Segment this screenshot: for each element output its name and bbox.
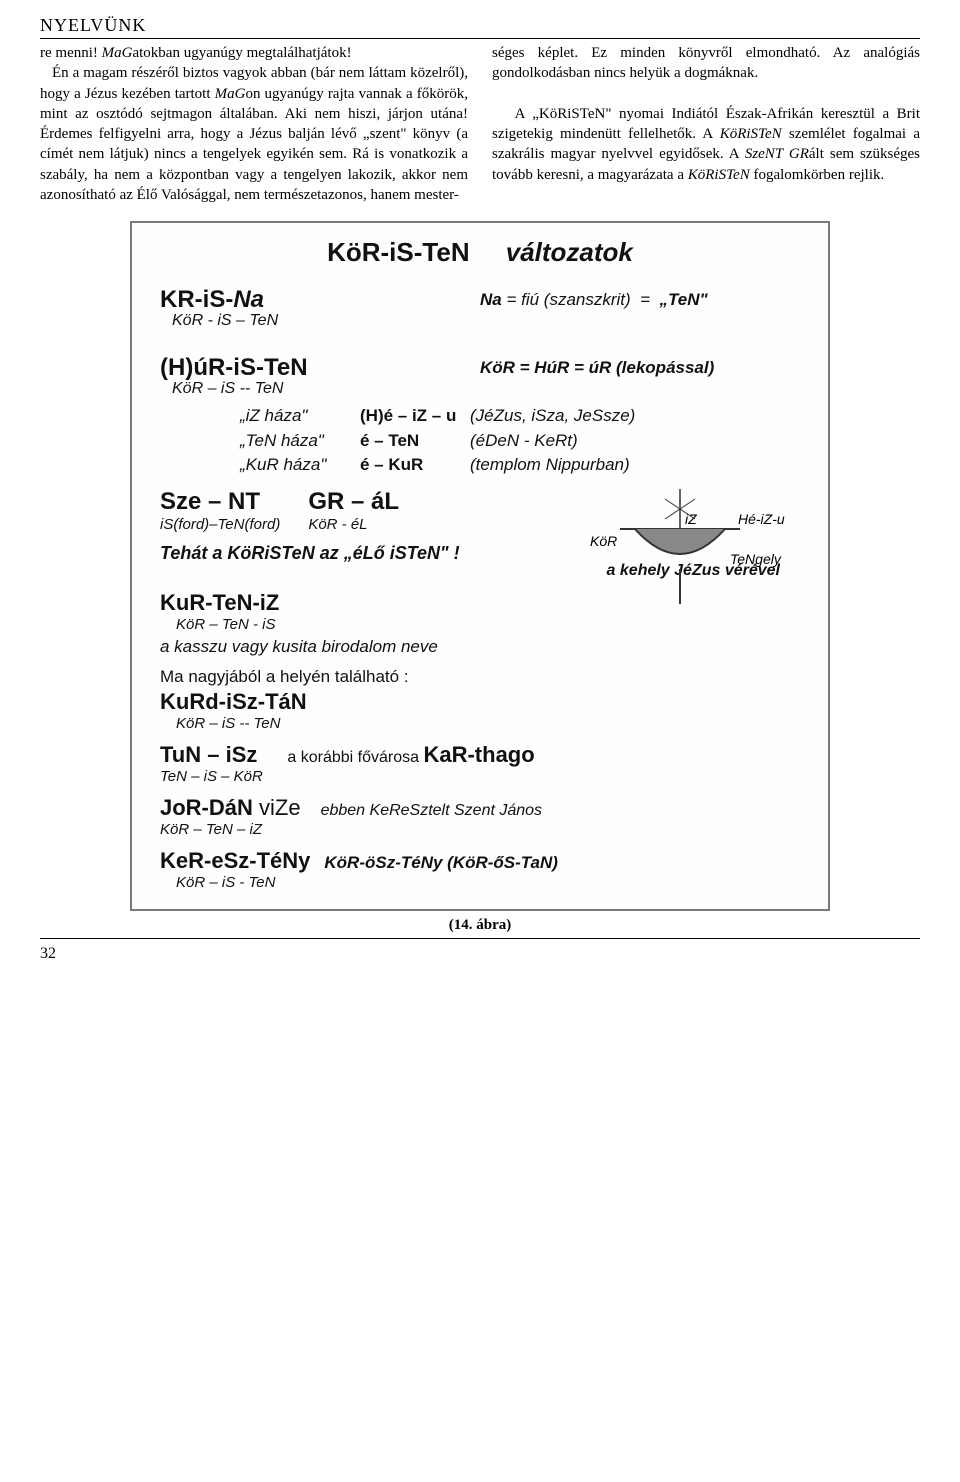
keresz-sub: KöR – iS - TeN [176, 874, 800, 891]
tun-entry: TuN – iSz a korábbi fővárosa KaR-thago T… [160, 742, 800, 785]
keresz-side: KöR-öSz-TéNy (KöR-őS-TaN) [324, 853, 558, 873]
keresz: KeR-eSz-TéNy [160, 848, 310, 874]
row-hur: (H)úR-iS-TeN KöR – iS -- TeN KöR = HúR =… [160, 354, 800, 398]
svg-text:TeNgely: TeNgely [730, 551, 782, 567]
figure-title: KöR-iS-TeN változatok [160, 237, 800, 268]
svg-text:Hé-iZ-u: Hé-iZ-u [738, 511, 785, 527]
jordan: JoR-DáN viZe [160, 795, 301, 821]
haza-list: „iZ háza"(H)é – iZ – u(JéZus, iSza, JeSs… [240, 404, 800, 478]
gr-al: GR – áL [308, 488, 399, 516]
na-note: Na = fiú (szanszkrit) = „TeN" [480, 286, 708, 310]
page-number: 32 [40, 945, 920, 963]
karthago: KaR-thago [423, 742, 534, 767]
tun-side: a korábbi fővárosa KaR-thago [287, 742, 534, 768]
sze-nt-sub: iS(ford)–TeN(ford) [160, 516, 280, 533]
body-text-columns: re menni! MaGatokban ugyanúgy megtalálha… [40, 43, 920, 205]
gr-al-sub: KöR - éL [308, 516, 399, 533]
jordan-sub: KöR – TeN – iZ [160, 821, 800, 838]
chalice-diagram: KöR iZ Hé-iZ-u TeNgely [550, 484, 790, 608]
hur-note: KöR = HúR = úR (lekopással) [480, 354, 714, 378]
gr-al-block: GR – áL KöR - éL [308, 488, 399, 533]
haza-row: „TeN háza"é – TeN(éDeN - KeRt) [240, 429, 800, 454]
jordan-side: ebben KeReSztelt Szent János [321, 802, 542, 820]
figure-title-b: változatok [506, 237, 633, 267]
hur-is-ten: (H)úR-iS-TeN [160, 354, 480, 382]
szent-gral-row: Sze – NT iS(ford)–TeN(ford) GR – áL KöR … [160, 488, 800, 533]
tun: TuN – iSz [160, 742, 257, 768]
figure-title-a: KöR-iS-TeN [327, 237, 470, 267]
row-krisna: KR-iS-Na KöR - iS – TeN Na = fiú (szansz… [160, 286, 800, 330]
kr-is-na: KR-iS-Na [160, 286, 480, 314]
figure-caption: (14. ábra) [40, 917, 920, 934]
chalice-icon: KöR iZ Hé-iZ-u TeNgely [550, 484, 790, 604]
kurd-entry: KuRd-iSz-TáN KöR – iS -- TeN [160, 689, 800, 732]
sze-nt-block: Sze – NT iS(ford)–TeN(ford) [160, 488, 280, 533]
kr-is-na-sub: KöR - iS – TeN [172, 312, 480, 330]
right-column: séges képlet. Ez minden könyvről elmondh… [492, 43, 920, 205]
svg-text:KöR: KöR [590, 533, 617, 549]
kurd: KuRd-iSz-TáN [160, 689, 800, 715]
kurteniz-desc: a kasszu vagy kusita birodalom neve [160, 637, 800, 657]
keresz-entry: KeR-eSz-TéNy KöR-öSz-TéNy (KöR-őS-TaN) K… [160, 848, 800, 891]
svg-text:iZ: iZ [685, 511, 697, 527]
haza-row: „iZ háza"(H)é – iZ – u(JéZus, iSza, JeSs… [240, 404, 800, 429]
footer-rule [40, 938, 920, 939]
sze-nt: Sze – NT [160, 488, 280, 516]
kurteniz-sub: KöR – TeN - iS [176, 616, 800, 633]
figure-box: KöR-iS-TeN változatok KR-iS-Na KöR - iS … [130, 221, 830, 911]
kurd-sub: KöR – iS -- TeN [176, 715, 800, 732]
section-header: NYELVÜNK [40, 15, 920, 39]
hur-sub: KöR – iS -- TeN [172, 380, 480, 398]
haza-row: „KuR háza"é – KuR(templom Nippurban) [240, 453, 800, 478]
jordan-entry: JoR-DáN viZe ebben KeReSztelt Szent Jáno… [160, 795, 800, 838]
left-column: re menni! MaGatokban ugyanúgy megtalálha… [40, 43, 468, 205]
tun-sub: TeN – iS – KöR [160, 768, 800, 785]
ma-nagyjabol: Ma nagyjából a helyén található : [160, 667, 800, 687]
